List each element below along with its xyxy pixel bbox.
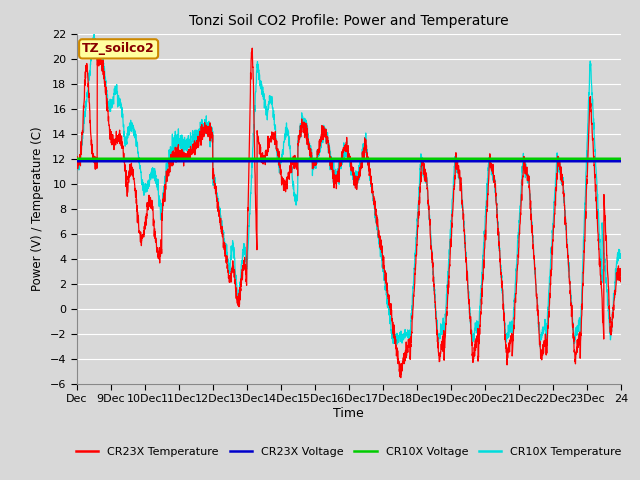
Title: Tonzi Soil CO2 Profile: Power and Temperature: Tonzi Soil CO2 Profile: Power and Temper… [189,14,509,28]
X-axis label: Time: Time [333,407,364,420]
Text: TZ_soilco2: TZ_soilco2 [82,42,155,55]
Legend: CR23X Temperature, CR23X Voltage, CR10X Voltage, CR10X Temperature: CR23X Temperature, CR23X Voltage, CR10X … [72,442,626,461]
Y-axis label: Power (V) / Temperature (C): Power (V) / Temperature (C) [31,127,44,291]
